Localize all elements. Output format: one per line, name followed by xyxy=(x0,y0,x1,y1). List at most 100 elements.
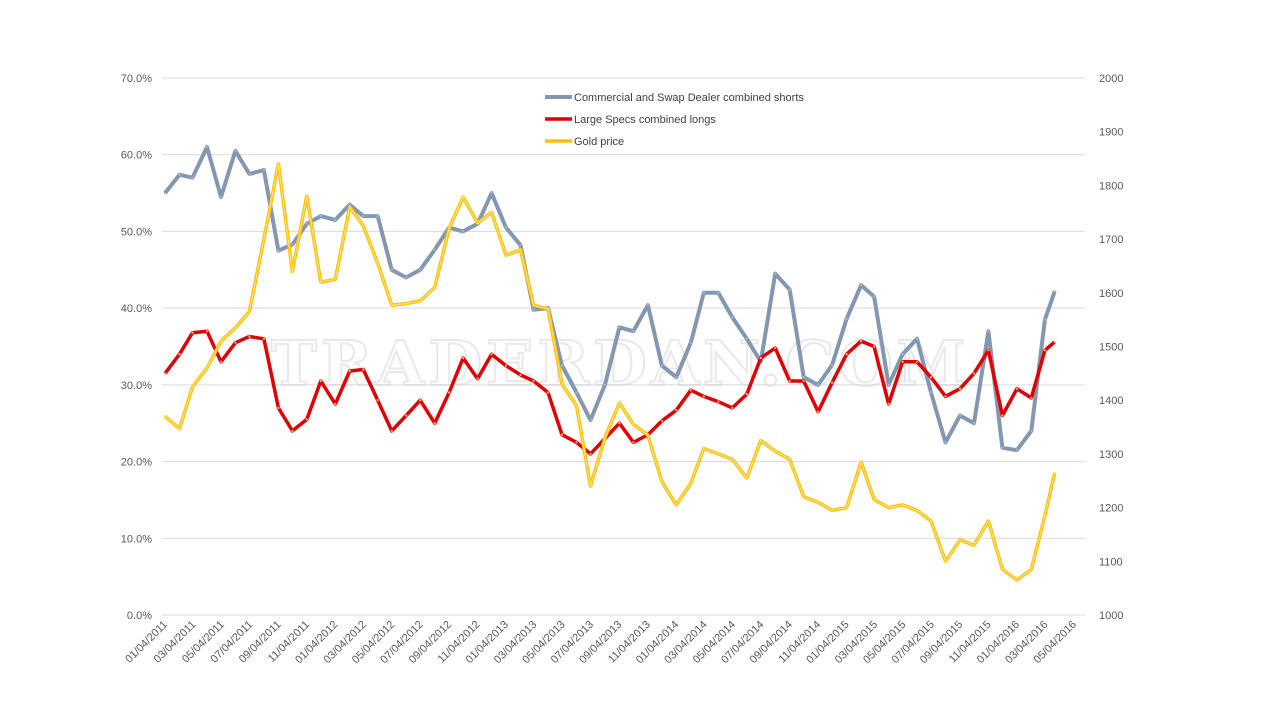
data-point xyxy=(405,414,408,417)
data-point xyxy=(944,441,947,444)
data-point xyxy=(546,391,550,394)
data-point xyxy=(660,419,664,423)
data-point xyxy=(675,376,678,379)
data-point xyxy=(277,162,280,166)
right-tick-label: 1000 xyxy=(1099,610,1123,622)
data-point xyxy=(759,439,762,442)
data-point xyxy=(390,268,393,271)
x-axis-ticks: 01/04/201103/04/201105/04/201107/04/2011… xyxy=(123,619,1079,666)
data-point xyxy=(788,458,791,461)
data-point xyxy=(219,339,223,343)
data-point xyxy=(163,372,167,375)
legend-label: Gold price xyxy=(574,136,624,148)
data-point xyxy=(845,353,848,356)
data-point xyxy=(1001,414,1004,417)
data-point xyxy=(560,382,564,386)
data-point xyxy=(575,391,578,394)
data-point xyxy=(958,387,962,390)
data-point xyxy=(929,391,933,394)
data-point xyxy=(859,460,863,464)
left-tick-label: 30.0% xyxy=(121,380,152,392)
data-point xyxy=(234,326,237,329)
data-point xyxy=(958,538,962,541)
data-point xyxy=(560,433,564,436)
right-axis-ticks: 1000 1100 1200 1300 1400 1500 1600 1700 1800 1900… xyxy=(1099,73,1123,622)
data-point xyxy=(675,503,678,507)
data-point xyxy=(532,379,535,383)
data-point xyxy=(745,337,748,340)
data-point xyxy=(1043,349,1047,352)
data-point xyxy=(319,214,322,218)
data-point xyxy=(461,230,465,233)
data-point xyxy=(816,410,820,413)
data-point xyxy=(362,224,365,227)
data-point xyxy=(1053,472,1056,475)
data-point xyxy=(646,433,650,437)
data-point xyxy=(702,447,705,450)
data-point xyxy=(234,149,237,153)
data-point xyxy=(490,191,493,195)
data-point xyxy=(205,330,209,333)
data-point xyxy=(887,506,890,509)
series-large-specs-longs-line xyxy=(163,329,1056,456)
data-point xyxy=(362,368,365,371)
data-point xyxy=(490,211,493,214)
data-point xyxy=(178,173,181,176)
data-point xyxy=(362,214,365,218)
data-point xyxy=(972,544,976,547)
data-point xyxy=(660,480,664,483)
data-point xyxy=(589,452,592,456)
data-point xyxy=(859,339,863,343)
data-point xyxy=(1043,514,1047,517)
data-point xyxy=(262,168,266,172)
data-point xyxy=(376,262,379,265)
data-point xyxy=(1015,387,1019,390)
data-point xyxy=(675,409,678,412)
data-point xyxy=(717,400,720,403)
legend: Commercial and Swap Dealer combined shor… xyxy=(545,92,804,148)
data-point xyxy=(731,458,734,461)
left-tick-label: 10.0% xyxy=(121,533,152,545)
data-point xyxy=(291,243,294,246)
data-point xyxy=(1030,568,1033,571)
data-point xyxy=(589,418,592,422)
left-tick-label: 70.0% xyxy=(121,73,152,85)
data-point xyxy=(461,196,465,199)
data-point xyxy=(901,503,904,507)
data-point xyxy=(334,218,337,222)
left-tick-label: 40.0% xyxy=(121,303,152,315)
data-point xyxy=(519,248,522,251)
data-point xyxy=(872,345,876,348)
data-point xyxy=(929,376,933,379)
data-point xyxy=(689,482,692,485)
data-point xyxy=(319,379,322,383)
legend-item-large-specs: Large Specs combined longs xyxy=(545,114,716,126)
data-point xyxy=(816,501,820,504)
data-point xyxy=(632,330,635,333)
data-point xyxy=(1030,396,1033,400)
data-point xyxy=(560,364,564,367)
data-point xyxy=(702,291,705,294)
data-point xyxy=(944,560,947,563)
data-point xyxy=(944,395,947,398)
data-point xyxy=(845,317,848,321)
data-point xyxy=(433,286,436,289)
data-point xyxy=(219,360,223,363)
data-point xyxy=(433,422,436,425)
data-point xyxy=(504,364,508,367)
data-point xyxy=(632,441,635,444)
data-point xyxy=(163,415,167,418)
series-large-specs-longs xyxy=(163,329,1056,456)
data-point xyxy=(1053,340,1056,344)
data-point xyxy=(205,366,209,370)
data-point xyxy=(915,337,919,340)
data-point xyxy=(816,383,820,387)
data-point xyxy=(788,288,791,291)
data-point xyxy=(191,385,194,388)
data-point xyxy=(348,369,351,373)
data-point xyxy=(390,304,393,307)
right-tick-label: 1100 xyxy=(1099,556,1123,568)
data-point xyxy=(618,326,621,329)
data-point xyxy=(859,283,863,287)
